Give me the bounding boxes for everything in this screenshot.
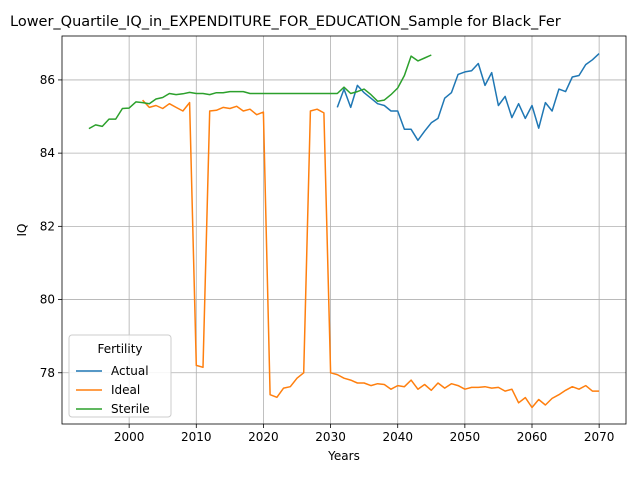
x-tick-label: 2070	[584, 430, 615, 444]
grid	[62, 36, 626, 424]
x-tick-label: 2040	[382, 430, 413, 444]
y-axis-label: IQ	[15, 224, 29, 237]
y-tick-label: 86	[40, 73, 55, 87]
legend-entries: Actual Ideal Sterile	[76, 364, 150, 416]
axis-ticks: 2000 2010 2020 2030 2040 2050 2060 2070 78 80 82 84…	[40, 73, 615, 444]
plot-frame	[61, 35, 627, 425]
chart-title: Lower_Quartile_IQ_in_EXPENDITURE_FOR_EDU…	[10, 14, 561, 30]
y-tick-label: 82	[40, 219, 55, 233]
legend-label-sterile: Sterile	[111, 402, 150, 416]
y-tick-label: 80	[40, 293, 55, 307]
legend-label-ideal: Ideal	[111, 383, 140, 397]
series-line-sterile	[88, 54, 432, 130]
legend-label-actual: Actual	[111, 364, 149, 378]
x-axis-label: Years	[327, 449, 360, 463]
x-tick-label: 2010	[181, 430, 212, 444]
y-tick-label: 84	[40, 146, 55, 160]
x-tick-label: 2060	[517, 430, 548, 444]
series-line-ideal	[142, 99, 600, 409]
x-tick-label: 2000	[114, 430, 145, 444]
x-tick-label: 2020	[248, 430, 279, 444]
y-tick-label: 78	[40, 366, 55, 380]
legend: Fertility Actual Ideal Sterile	[68, 334, 172, 418]
legend-title: Fertility	[97, 342, 142, 356]
series-line-actual	[336, 53, 600, 142]
legend-box	[68, 334, 172, 418]
series-lines	[88, 53, 600, 409]
x-tick-label: 2030	[315, 430, 346, 444]
x-tick-label: 2050	[450, 430, 481, 444]
